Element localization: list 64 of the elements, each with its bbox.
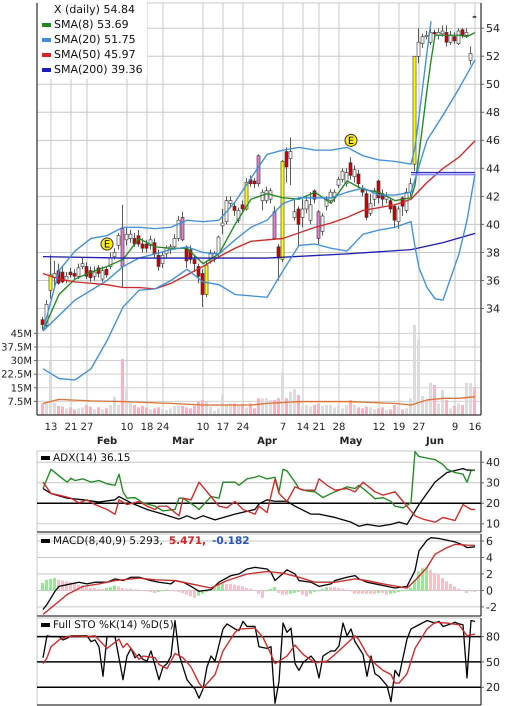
x-tick-label: 27 <box>412 422 426 434</box>
annotation: E <box>104 240 110 251</box>
y-tick-label: 36 <box>486 274 500 288</box>
x-tick-label: 24 <box>236 422 250 434</box>
x-tick-label: 19 <box>392 422 406 434</box>
y-tick-label: 46 <box>486 134 500 148</box>
legend-label: Full STO %K(14) %D(5) <box>52 619 174 631</box>
chart-title: X (daily) 54.84 <box>53 2 136 17</box>
annotation: -0.182 <box>212 535 250 547</box>
y-tick-label: 40 <box>486 456 500 470</box>
y-tick-label: 38 <box>486 246 500 260</box>
legend-label: SMA(8) 53.69 <box>53 17 130 32</box>
y2-tick-label: 45M <box>10 328 32 340</box>
x-tick-label: 10 <box>196 422 210 434</box>
x-tick-label: 21 <box>312 422 326 434</box>
y2-tick-label: 30M <box>10 356 32 368</box>
legend-label: MACD(8,40,9) 5.293, <box>52 535 163 547</box>
y-tick-label: 20 <box>486 497 500 510</box>
x-tick-label: 18 <box>140 422 154 434</box>
y-tick-label: 20 <box>486 681 500 694</box>
legend-label: ADX(14) 36.15 <box>52 452 130 464</box>
y-tick-label: 10 <box>486 518 500 531</box>
y-tick-label: -2 <box>486 600 497 614</box>
x-tick-label: Mar <box>172 436 194 448</box>
y-tick-label: 2 <box>486 568 493 581</box>
text: 5.471, <box>168 535 206 547</box>
x-tick-label: 7 <box>280 422 286 434</box>
y-tick-label: 80 <box>486 630 500 644</box>
y-tick-label: 48 <box>486 106 500 120</box>
legend-label: SMA(200) 39.36 <box>53 62 143 77</box>
x-tick-label: 12 <box>372 422 386 434</box>
annotation: E <box>348 136 354 147</box>
y-tick-label: 6 <box>486 534 493 548</box>
x-tick-label: 21 <box>64 422 78 434</box>
x-tick-label: 27 <box>80 422 94 434</box>
y-tick-label: 42 <box>486 190 500 204</box>
x-tick-label: 17 <box>216 422 230 434</box>
y-tick-label: 50 <box>486 78 500 92</box>
y2-tick-label: 15M <box>10 383 32 394</box>
y-tick-label: 44 <box>486 162 500 176</box>
y-tick-label: 50 <box>486 656 500 669</box>
y2-tick-label: 7.5M <box>7 396 32 408</box>
y-tick-label: 54 <box>486 22 500 36</box>
x-tick-label: Jun <box>425 436 444 448</box>
x-tick-label: May <box>340 436 363 448</box>
y-tick-label: 4 <box>486 551 493 564</box>
x-tick-label: 13 <box>44 422 58 434</box>
y2-tick-label: 22.5M <box>1 370 32 381</box>
y2-tick-label: 37.5M <box>1 342 32 354</box>
y-tick-label: 30 <box>486 476 500 490</box>
legend-label: SMA(50) 45.97 <box>53 47 137 62</box>
legend-label: SMA(20) 51.75 <box>53 32 137 47</box>
x-tick-label: 28 <box>332 422 346 434</box>
y-tick-label: 0 <box>486 584 493 598</box>
x-tick-label: Apr <box>257 436 277 448</box>
y-tick-label: 52 <box>486 50 500 64</box>
x-tick-label: 24 <box>156 422 170 434</box>
x-tick-label: 16 <box>468 422 482 434</box>
x-tick-label: 14 <box>296 422 310 434</box>
x-tick-label: Feb <box>96 436 118 448</box>
x-tick-label: 10 <box>120 422 134 434</box>
y-tick-label: 34 <box>486 302 500 316</box>
y-tick-label: 40 <box>486 218 500 232</box>
x-tick-label: 9 <box>452 422 458 434</box>
